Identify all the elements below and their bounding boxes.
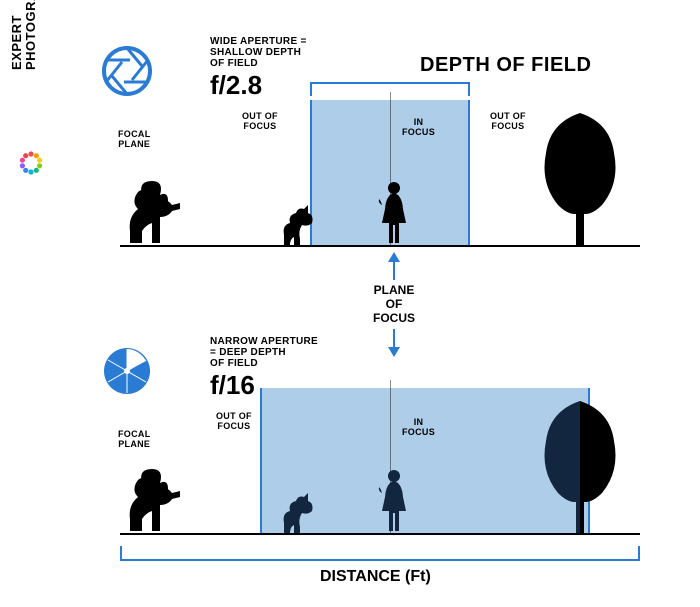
dog-icon [280, 491, 322, 533]
distance-label: DISTANCE (Ft) [320, 568, 431, 586]
focal-plane-label: FOCAL PLANE [118, 130, 151, 150]
girl-icon [376, 467, 412, 533]
brand-dots-icon [18, 150, 44, 176]
ground-line [120, 533, 640, 535]
tree-icon [540, 113, 620, 245]
in-focus-label: IN FOCUS [402, 418, 435, 438]
distance-bracket-icon [120, 546, 640, 562]
dog-icon [280, 203, 322, 245]
caption-narrow: NARROW APERTURE = DEEP DEPTH OF FIELD [210, 336, 318, 369]
panel-wide-aperture: WIDE APERTURE = SHALLOW DEPTH OF FIELD f… [120, 42, 640, 247]
brand-logo: EXPERT PHOTOGRAPHY [10, 0, 37, 70]
plane-of-focus-label: PLANE OF FOCUS [354, 284, 434, 325]
dof-edge-left [260, 388, 262, 533]
panel-narrow-aperture: NARROW APERTURE = DEEP DEPTH OF FIELD f/… [120, 330, 640, 535]
diagram-stage: EXPERT PHOTOGRAPHY DEPTH OF FIELD WIDE A… [0, 0, 700, 607]
aperture-open-icon [102, 46, 152, 96]
girl-icon [376, 179, 412, 245]
tree-half-icon [540, 401, 620, 533]
brand-line2: PHOTOGRAPHY [24, 0, 38, 70]
arrow-up-icon [388, 252, 400, 262]
focal-plane-label: FOCAL PLANE [118, 430, 151, 450]
dof-edge-right [468, 100, 470, 245]
ground-line [120, 245, 640, 247]
brand-line1: EXPERT [10, 0, 24, 70]
caption-wide: WIDE APERTURE = SHALLOW DEPTH OF FIELD [210, 36, 307, 69]
aperture-closed-icon [102, 346, 152, 396]
f-number-narrow: f/16 [210, 370, 255, 401]
brand-text: EXPERT PHOTOGRAPHY [10, 0, 37, 70]
out-of-focus-right-label: OUT OF FOCUS [490, 112, 526, 132]
in-focus-label: IN FOCUS [402, 118, 435, 138]
f-number-wide: f/2.8 [210, 70, 262, 101]
photographer-icon [118, 461, 190, 533]
out-of-focus-left-label: OUT OF FOCUS [242, 112, 278, 132]
out-of-focus-left-label: OUT OF FOCUS [216, 412, 252, 432]
photographer-icon [118, 173, 190, 245]
arrow-stem [393, 262, 395, 280]
